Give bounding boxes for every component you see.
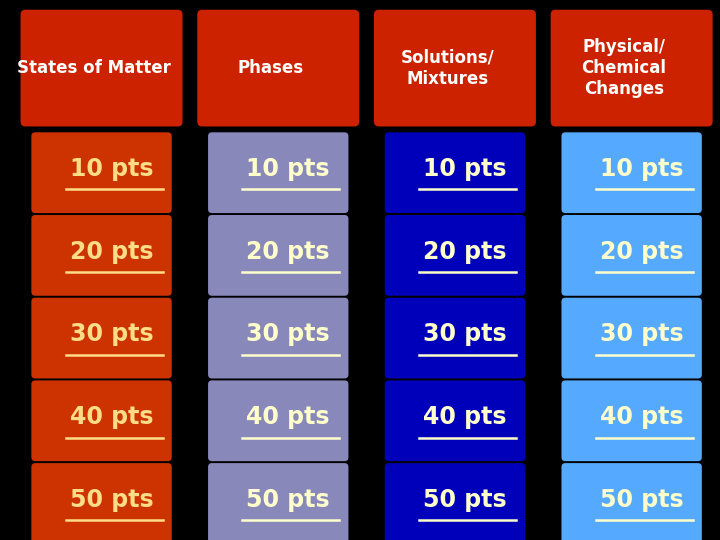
Text: 40 pts: 40 pts <box>600 405 683 429</box>
FancyBboxPatch shape <box>384 463 525 540</box>
FancyBboxPatch shape <box>32 463 172 540</box>
Text: 40 pts: 40 pts <box>246 405 330 429</box>
Text: 50 pts: 50 pts <box>246 488 330 512</box>
FancyBboxPatch shape <box>32 380 172 461</box>
Text: 30 pts: 30 pts <box>423 322 507 347</box>
Text: 20 pts: 20 pts <box>70 240 153 264</box>
Text: 10 pts: 10 pts <box>423 157 507 181</box>
Text: 10 pts: 10 pts <box>600 157 683 181</box>
FancyBboxPatch shape <box>562 298 702 379</box>
FancyBboxPatch shape <box>384 215 525 296</box>
FancyBboxPatch shape <box>32 298 172 379</box>
FancyBboxPatch shape <box>384 132 525 213</box>
Text: 50 pts: 50 pts <box>70 488 153 512</box>
FancyBboxPatch shape <box>551 10 713 126</box>
FancyBboxPatch shape <box>208 380 348 461</box>
Text: Solutions/
Mixtures: Solutions/ Mixtures <box>400 49 494 87</box>
FancyBboxPatch shape <box>197 10 359 126</box>
FancyBboxPatch shape <box>208 132 348 213</box>
Text: 50 pts: 50 pts <box>423 488 507 512</box>
Text: 40 pts: 40 pts <box>423 405 507 429</box>
FancyBboxPatch shape <box>208 215 348 296</box>
FancyBboxPatch shape <box>208 298 348 379</box>
Text: 10 pts: 10 pts <box>246 157 330 181</box>
Text: States of Matter: States of Matter <box>17 59 171 77</box>
Text: 30 pts: 30 pts <box>246 322 330 347</box>
Text: Phases: Phases <box>238 59 304 77</box>
FancyBboxPatch shape <box>562 215 702 296</box>
FancyBboxPatch shape <box>32 132 172 213</box>
Text: 20 pts: 20 pts <box>600 240 683 264</box>
Text: 50 pts: 50 pts <box>600 488 683 512</box>
FancyBboxPatch shape <box>562 463 702 540</box>
FancyBboxPatch shape <box>562 380 702 461</box>
Text: 10 pts: 10 pts <box>70 157 153 181</box>
FancyBboxPatch shape <box>384 380 525 461</box>
FancyBboxPatch shape <box>208 463 348 540</box>
FancyBboxPatch shape <box>384 298 525 379</box>
FancyBboxPatch shape <box>374 10 536 126</box>
Text: 40 pts: 40 pts <box>70 405 153 429</box>
Text: Physical/
Chemical
Changes: Physical/ Chemical Changes <box>582 38 667 98</box>
Text: 30 pts: 30 pts <box>600 322 683 347</box>
Text: 20 pts: 20 pts <box>246 240 330 264</box>
FancyBboxPatch shape <box>21 10 183 126</box>
FancyBboxPatch shape <box>32 215 172 296</box>
Text: 20 pts: 20 pts <box>423 240 507 264</box>
FancyBboxPatch shape <box>562 132 702 213</box>
Text: 30 pts: 30 pts <box>70 322 153 347</box>
